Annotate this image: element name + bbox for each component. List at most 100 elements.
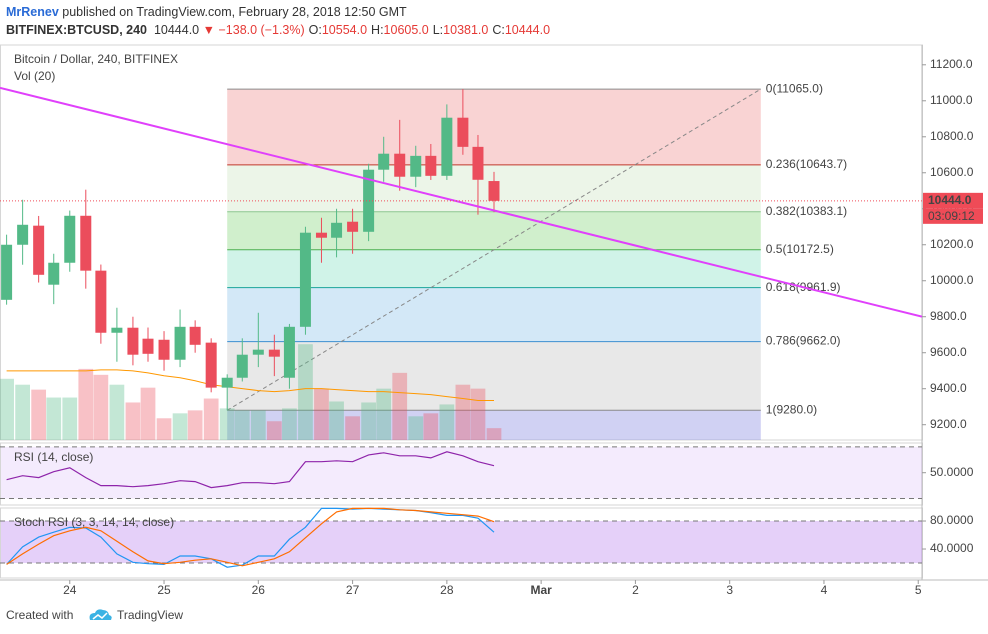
pane-title: RSI (14, close) bbox=[14, 450, 93, 464]
x-tick-label: 28 bbox=[440, 583, 454, 597]
volume-bar bbox=[15, 384, 30, 440]
indicator-line bbox=[6, 507, 495, 567]
candle-body bbox=[252, 349, 264, 355]
candle-body bbox=[174, 326, 186, 360]
y-tick-label: 11200.0 bbox=[930, 57, 973, 71]
y-tick-label: 9600.0 bbox=[930, 345, 967, 359]
candle-body bbox=[488, 181, 500, 201]
volume-bar bbox=[62, 397, 78, 440]
candle-body bbox=[299, 232, 311, 327]
footer-brand[interactable]: TradingView bbox=[117, 608, 183, 622]
candle-body bbox=[394, 153, 406, 177]
pane-title: Stoch RSI (3, 3, 14, 14, close) bbox=[14, 515, 174, 529]
fib-zone bbox=[227, 287, 761, 342]
volume-bar bbox=[345, 416, 360, 440]
x-tick-label: 2 bbox=[632, 583, 639, 597]
candle-body bbox=[95, 270, 107, 333]
volume-bar bbox=[78, 368, 94, 440]
quote-value: 10381.0 bbox=[443, 23, 489, 37]
y-tick-label: 80.0000 bbox=[930, 513, 974, 527]
volume-bar bbox=[314, 388, 329, 440]
candle-body bbox=[410, 155, 422, 177]
candle-body bbox=[64, 215, 76, 263]
volume-bar bbox=[203, 398, 219, 440]
volume-bar bbox=[455, 384, 471, 440]
candle-body bbox=[142, 338, 154, 354]
fib-label: 0.786(9662.0) bbox=[766, 334, 841, 348]
band-fill bbox=[1, 446, 922, 499]
x-tick-label: Mar bbox=[530, 583, 552, 597]
candle-body bbox=[457, 117, 469, 147]
volume-bar bbox=[109, 384, 125, 440]
volume-bar bbox=[439, 404, 455, 440]
candle-body bbox=[17, 224, 29, 245]
candle-body bbox=[331, 222, 343, 238]
volume-bar bbox=[408, 416, 424, 440]
volume-bar bbox=[376, 388, 392, 440]
volume-bar bbox=[219, 408, 235, 440]
logo-chart bbox=[92, 612, 108, 620]
y-tick-label: 9800.0 bbox=[930, 309, 967, 323]
candle-body bbox=[111, 327, 123, 333]
candle-body bbox=[315, 232, 327, 238]
candle-body bbox=[363, 169, 375, 232]
trend-line bbox=[0, 86, 922, 318]
header: MrRenev published on TradingView.com, Fe… bbox=[6, 3, 550, 39]
last-price-box bbox=[923, 192, 983, 209]
y-tick-label: 40.0000 bbox=[930, 541, 974, 555]
fib-label: 0.382(10383.1) bbox=[766, 204, 847, 218]
volume-bar bbox=[0, 378, 14, 440]
volume-bar bbox=[31, 389, 47, 440]
quote-value: 10554.0 bbox=[321, 23, 368, 37]
volume-bar bbox=[46, 397, 62, 440]
band-fill bbox=[1, 521, 922, 564]
y-tick-label: 9200.0 bbox=[930, 417, 967, 431]
x-tick-label: 26 bbox=[252, 583, 266, 597]
indicator-line bbox=[6, 451, 495, 489]
candle-body bbox=[80, 215, 92, 271]
quote-label: O: bbox=[308, 23, 322, 37]
candle-body bbox=[158, 339, 170, 360]
last: 10444.0 bbox=[153, 23, 200, 37]
quote-line: BITFINEX:BTCUSD, 240 10444.0 ▼ −138.0 (−… bbox=[6, 21, 550, 39]
pane-title: Bitcoin / Dollar, 240, BITFINEX bbox=[14, 52, 178, 66]
y-tick-label: 10800.0 bbox=[930, 129, 974, 143]
y-tick-label: 10600.0 bbox=[930, 165, 974, 179]
volume-bar bbox=[266, 421, 282, 440]
candle-body bbox=[268, 349, 280, 357]
fib-label: 1(9280.0) bbox=[766, 402, 817, 416]
candle-body bbox=[236, 354, 248, 378]
fib-label: 0.236(10643.7) bbox=[766, 157, 847, 171]
y-tick-label: 10200.0 bbox=[930, 237, 974, 251]
x-tick-label: 25 bbox=[157, 583, 171, 597]
candle-body bbox=[33, 225, 45, 275]
quote-value: 10444.0 bbox=[504, 23, 551, 37]
author[interactable]: MrRenev bbox=[6, 5, 59, 19]
quote-label: H: bbox=[371, 23, 384, 37]
fib-zone bbox=[227, 249, 761, 288]
candle-body bbox=[48, 262, 60, 285]
x-tick-label: 3 bbox=[726, 583, 733, 597]
x-tick-label: 5 bbox=[915, 583, 922, 597]
y-tick-label: 11000.0 bbox=[930, 93, 973, 107]
volume-bar bbox=[250, 410, 266, 440]
fib-label: 0.5(10172.5) bbox=[766, 242, 834, 256]
fib-zone bbox=[227, 410, 761, 440]
volume-bar bbox=[361, 402, 376, 440]
candle-body bbox=[283, 326, 295, 378]
candle-body bbox=[378, 153, 390, 170]
quote-value: 10605.0 bbox=[383, 23, 429, 37]
volume-bar bbox=[234, 410, 250, 440]
candle-body bbox=[205, 342, 217, 388]
candle-body bbox=[425, 155, 437, 176]
footer-created: Created with bbox=[6, 608, 73, 622]
publish-line: MrRenev published on TradingView.com, Fe… bbox=[6, 3, 550, 21]
volume-bar bbox=[140, 387, 156, 440]
candle-body bbox=[1, 244, 13, 300]
candle-body bbox=[441, 117, 453, 176]
volume-bar bbox=[392, 372, 408, 440]
volume-bar bbox=[486, 428, 502, 440]
volume-bar bbox=[125, 402, 141, 440]
